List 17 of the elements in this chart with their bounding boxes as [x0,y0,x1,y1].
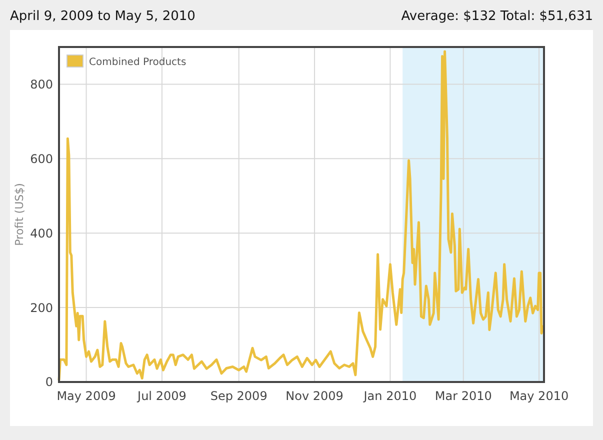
line-series [58,50,546,382]
y-tick-label: 400 [30,226,53,240]
chart-subtitle: Average: $132 Total: $51,631 [401,9,593,24]
x-tick-label: Mar 2010 [434,389,492,403]
y-tick-label: 600 [30,152,53,166]
x-tick-label: May 2010 [509,389,569,403]
legend-label: Combined Products [89,57,186,68]
y-tick-label: 200 [30,300,53,315]
y-tick-label: 800 [30,77,53,92]
chart-title: April 9, 2009 to May 5, 2010 [10,9,196,24]
y-axis-title: Profit (US$) [13,183,26,246]
y-tick-label: 0 [45,375,53,390]
x-tick-label: Nov 2009 [286,389,344,403]
x-tick-label: May 2009 [56,389,116,403]
x-tick-label: Jul 2009 [136,389,186,403]
x-tick-label: Jan 2010 [362,389,417,403]
x-tick-label: Sep 2009 [210,389,268,403]
